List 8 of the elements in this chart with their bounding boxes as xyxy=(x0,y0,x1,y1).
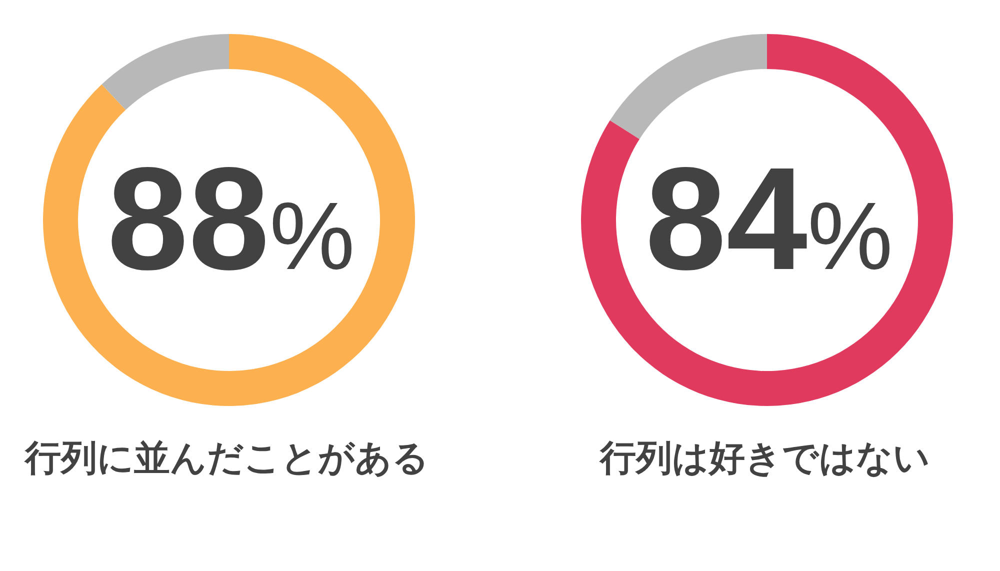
donut-slice xyxy=(581,34,953,406)
data-label: 84% xyxy=(645,137,893,300)
donut-slice xyxy=(610,34,767,140)
text: 行列に並んだことがある xyxy=(24,437,429,478)
donut-slice xyxy=(43,34,415,406)
text: 行列は好きではない xyxy=(599,437,930,478)
data-label: 88% xyxy=(107,137,355,300)
donut-slice xyxy=(102,34,229,110)
